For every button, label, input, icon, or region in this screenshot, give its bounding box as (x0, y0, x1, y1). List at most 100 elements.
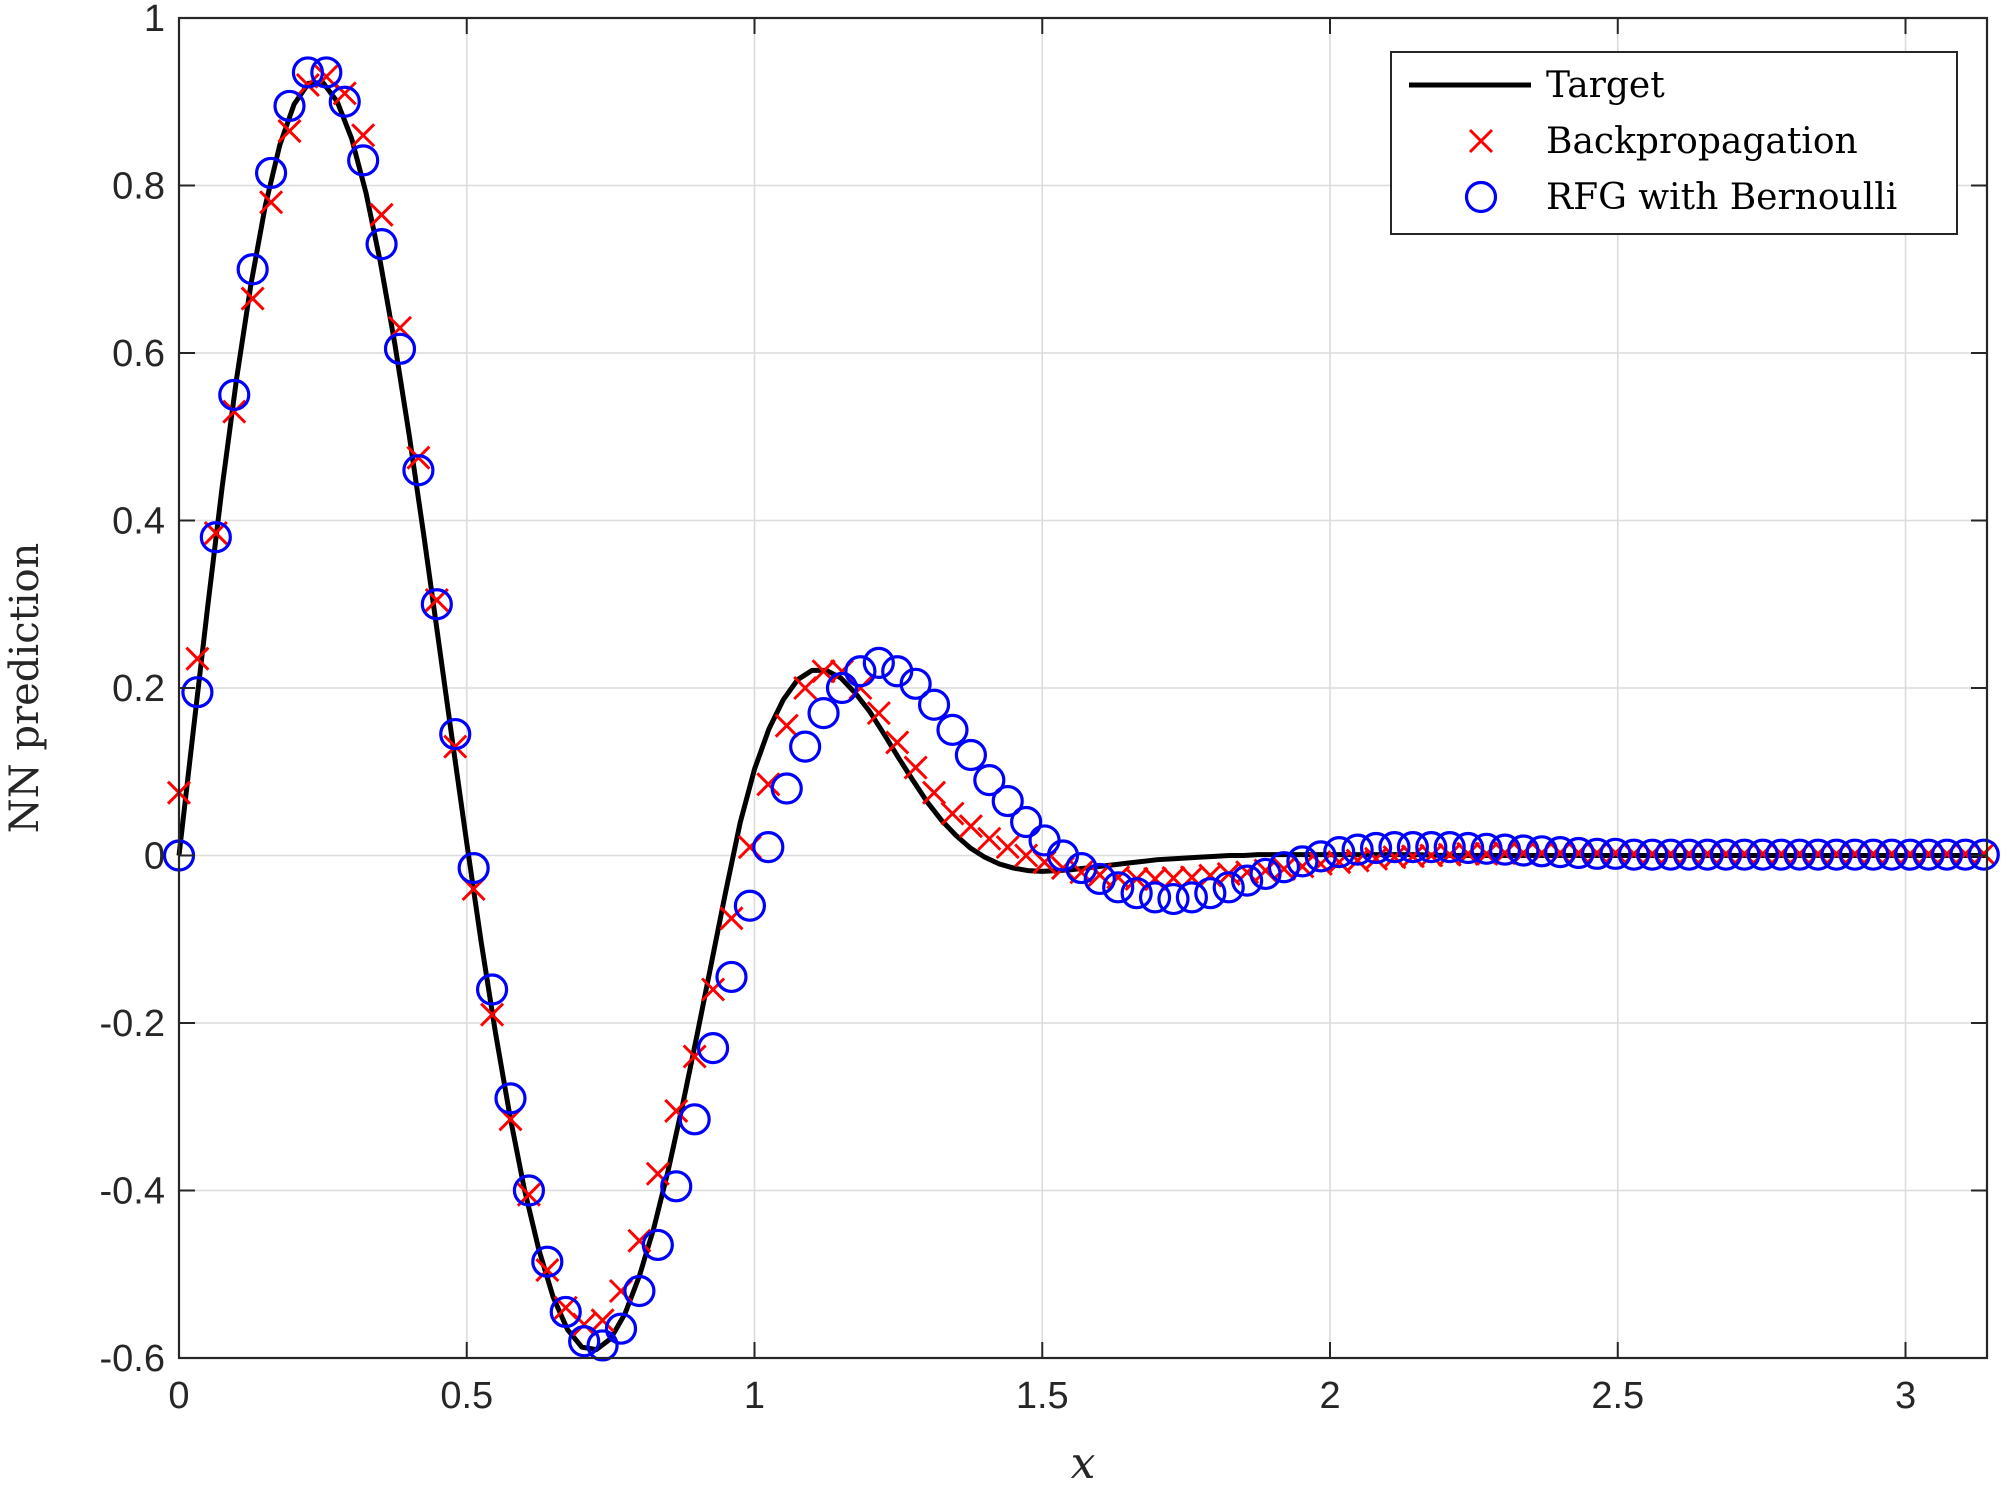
backprop-point (977, 826, 1002, 851)
y-tick-label: 1 (144, 0, 165, 40)
rfg-point (1709, 838, 1743, 871)
rfg-point (291, 56, 325, 89)
rfg-point (1636, 838, 1669, 871)
rfg-point (1507, 834, 1540, 867)
rfg-point (1765, 838, 1798, 871)
rfg-point (1083, 862, 1116, 896)
backprop-point (185, 646, 210, 671)
rfg-point (273, 89, 306, 123)
rfg-point (899, 667, 932, 700)
rfg-point (218, 378, 251, 411)
rfg-point (586, 1329, 619, 1362)
y-tick-label: -0.6 (100, 1338, 165, 1380)
rfg-point (696, 1032, 730, 1065)
rfg-point (936, 713, 969, 746)
rfg-point (1930, 838, 1964, 871)
backprop-point (645, 1161, 670, 1186)
y-axis-label: NN prediction (2, 543, 48, 834)
backprop-point (995, 835, 1020, 860)
rfg-point (991, 784, 1024, 818)
y-tick-label: -0.4 (100, 1171, 165, 1213)
rfg-point (641, 1228, 674, 1262)
backprop-point (719, 906, 744, 931)
rfg-point (807, 697, 840, 730)
rfg-point (439, 717, 472, 751)
rfg-point (1488, 833, 1522, 866)
rfg-point (1838, 838, 1871, 871)
backprop-point (885, 730, 910, 755)
rfg-point (1562, 836, 1595, 870)
rfg-point (1617, 838, 1650, 871)
legend-label: Target (1546, 65, 1665, 106)
legend-label: RFG with Bernoulli (1546, 177, 1897, 218)
y-tick-label: -0.2 (100, 1003, 165, 1045)
rfg-point (512, 1174, 546, 1207)
backprop-point (1382, 845, 1407, 870)
rfg-point (1433, 831, 1466, 864)
rfg-point (954, 738, 987, 772)
rfg-point (1286, 845, 1319, 878)
rfg-point (181, 676, 214, 709)
backprop-point (682, 1044, 707, 1069)
rfg-point (531, 1245, 564, 1278)
backprop-point (590, 1308, 615, 1333)
rfg-point (1912, 838, 1945, 871)
rfg-point (623, 1274, 656, 1308)
legend-o-swatch (1464, 180, 1498, 214)
rfg-point (1452, 831, 1485, 865)
rfg-point (199, 521, 232, 554)
rfg-point (1580, 837, 1614, 870)
rfg-point (825, 671, 859, 705)
rfg-point (549, 1295, 582, 1329)
backprop-point (958, 814, 983, 839)
backprop-point (701, 977, 726, 1002)
backprop-point (535, 1257, 560, 1283)
rfg-point (494, 1082, 527, 1115)
rfg-point (347, 144, 380, 177)
backprop-point (277, 119, 302, 144)
backprop-point (940, 801, 965, 826)
rfg-point (1341, 833, 1374, 866)
rfg-point (1175, 881, 1208, 914)
rfg-point (1396, 831, 1429, 864)
backprop-point (774, 713, 799, 738)
y-tick-label: 0.8 (112, 166, 165, 208)
rfg-point (1525, 835, 1558, 868)
rfg-point (1820, 838, 1853, 871)
rfg-point (1102, 871, 1135, 904)
rfg-point (752, 831, 785, 864)
y-tick-label: 0.6 (112, 333, 165, 375)
rfg-point (328, 85, 361, 118)
rfg-point (568, 1325, 601, 1358)
rfg-point (1599, 837, 1632, 870)
backprop-point (295, 72, 320, 98)
rfg-point (365, 228, 398, 261)
y-tick-label: 0.2 (112, 668, 165, 710)
rfg-point (1323, 836, 1356, 869)
x-tick-label: 0 (168, 1375, 189, 1417)
rfg-point (1212, 871, 1245, 904)
legend-x-swatch (1468, 128, 1494, 154)
backprop-point (443, 734, 468, 759)
rfg-point (1673, 838, 1706, 871)
rfg-point (1746, 838, 1779, 871)
rfg-point (1010, 805, 1043, 839)
backprop-point (480, 1002, 505, 1027)
rfg-point (457, 851, 490, 885)
rfg-point (770, 772, 803, 805)
series-2 (162, 56, 2000, 1362)
rfg-point (1654, 838, 1687, 871)
backprop-point (240, 286, 265, 311)
backprop-point (1437, 842, 1462, 867)
rfg-point (383, 332, 417, 365)
backprop-point (332, 81, 357, 106)
rfg-point (1138, 881, 1172, 914)
rfg-point (973, 764, 1006, 797)
rfg-point (254, 156, 288, 190)
rfg-point (236, 253, 269, 286)
legend-box (1390, 51, 1958, 235)
legend-label: Backpropagation (1546, 121, 1858, 162)
rfg-point (604, 1312, 638, 1345)
